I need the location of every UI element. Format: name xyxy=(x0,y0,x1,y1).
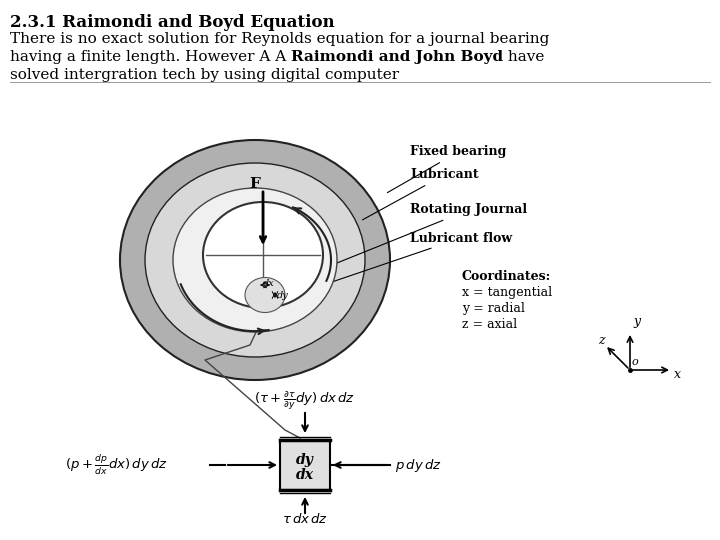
Text: Fixed bearing: Fixed bearing xyxy=(387,145,506,193)
Text: having a finite length. However A A: having a finite length. However A A xyxy=(10,50,291,64)
Text: dy: dy xyxy=(296,453,314,467)
Bar xyxy=(280,440,330,490)
Text: o: o xyxy=(632,357,639,367)
Text: Lubricant: Lubricant xyxy=(362,168,479,220)
Text: z: z xyxy=(598,334,605,347)
Text: $(p+\frac{dp}{dx}dx)\,dy\,dz$: $(p+\frac{dp}{dx}dx)\,dy\,dz$ xyxy=(65,453,168,477)
Text: y: y xyxy=(633,315,640,328)
Ellipse shape xyxy=(245,278,285,313)
Ellipse shape xyxy=(173,188,337,332)
Text: z = axial: z = axial xyxy=(462,318,517,331)
Text: have: have xyxy=(503,50,544,64)
Text: Rotating Journal: Rotating Journal xyxy=(335,204,527,264)
Text: dy: dy xyxy=(277,291,289,300)
Text: $\tau\,dx\,dz$: $\tau\,dx\,dz$ xyxy=(282,512,328,526)
Ellipse shape xyxy=(120,140,390,380)
Text: dx: dx xyxy=(296,468,314,482)
Text: F: F xyxy=(249,177,260,191)
Text: There is no exact solution for Reynolds equation for a journal bearing: There is no exact solution for Reynolds … xyxy=(10,32,549,46)
Text: y = radial: y = radial xyxy=(462,302,525,315)
Text: 2.3.1 Raimondi and Boyd Equation: 2.3.1 Raimondi and Boyd Equation xyxy=(10,14,335,31)
Ellipse shape xyxy=(145,163,365,357)
Text: dx: dx xyxy=(263,279,275,287)
Text: solved intergration tech by using digital computer: solved intergration tech by using digita… xyxy=(10,68,399,82)
Text: $(\tau+\frac{\partial\tau}{\partial y}dy)\,dx\,dz$: $(\tau+\frac{\partial\tau}{\partial y}dy… xyxy=(254,389,356,412)
Text: x = tangential: x = tangential xyxy=(462,286,552,299)
Text: x: x xyxy=(674,368,681,381)
Ellipse shape xyxy=(203,202,323,308)
Text: Lubricant flow: Lubricant flow xyxy=(325,232,512,284)
Text: $p\,dy\,dz$: $p\,dy\,dz$ xyxy=(395,456,441,474)
Text: Coordinates:: Coordinates: xyxy=(462,270,552,283)
Text: Raimondi and John Boyd: Raimondi and John Boyd xyxy=(291,50,503,64)
